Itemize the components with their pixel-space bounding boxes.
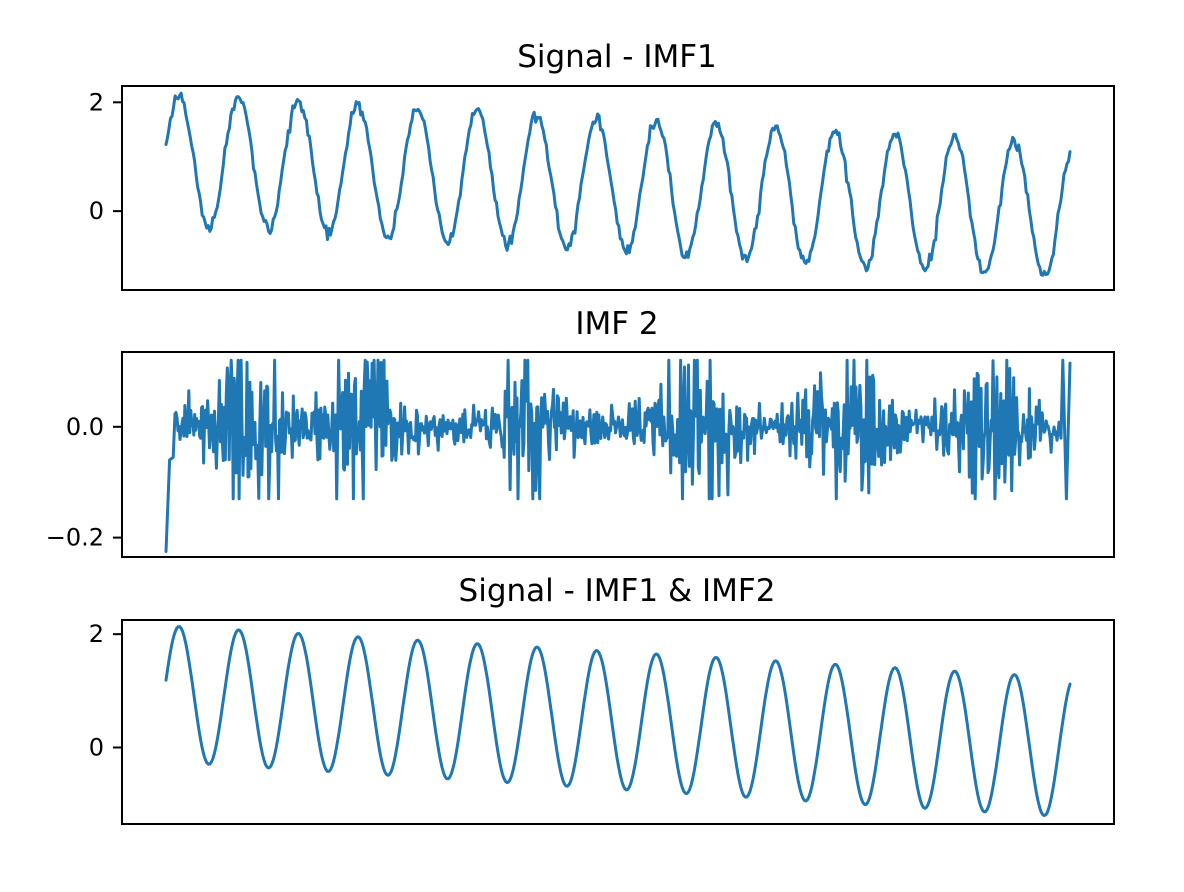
plot-frame <box>121 619 1115 825</box>
y-tick-label: 0.0 <box>66 413 104 441</box>
series-line <box>164 625 1072 818</box>
y-axis: 20 <box>89 88 122 225</box>
plot-frame <box>121 351 1115 558</box>
subplot-title: Signal - IMF1 & IMF2 <box>459 573 776 609</box>
plot-frame <box>121 85 1115 291</box>
series-line <box>164 91 1072 277</box>
subplot-signal-minus-imf1: Signal - IMF1 20 <box>89 39 1115 291</box>
y-tick-label: 2 <box>89 620 104 648</box>
subplot-title: IMF 2 <box>575 306 658 342</box>
subplot-imf2: IMF 2 0.0 −0.2 <box>46 306 1115 558</box>
y-tick-label: −0.2 <box>46 524 104 552</box>
subplot-title: Signal - IMF1 <box>517 39 717 75</box>
y-axis: 0.0 −0.2 <box>46 413 122 552</box>
subplot-signal-minus-imf1-imf2: Signal - IMF1 & IMF2 20 <box>89 573 1115 825</box>
y-axis: 20 <box>89 620 122 762</box>
y-tick-label: 2 <box>89 88 104 116</box>
series-line <box>164 358 1072 553</box>
y-tick-label: 0 <box>89 734 104 762</box>
y-tick-label: 0 <box>89 197 104 225</box>
